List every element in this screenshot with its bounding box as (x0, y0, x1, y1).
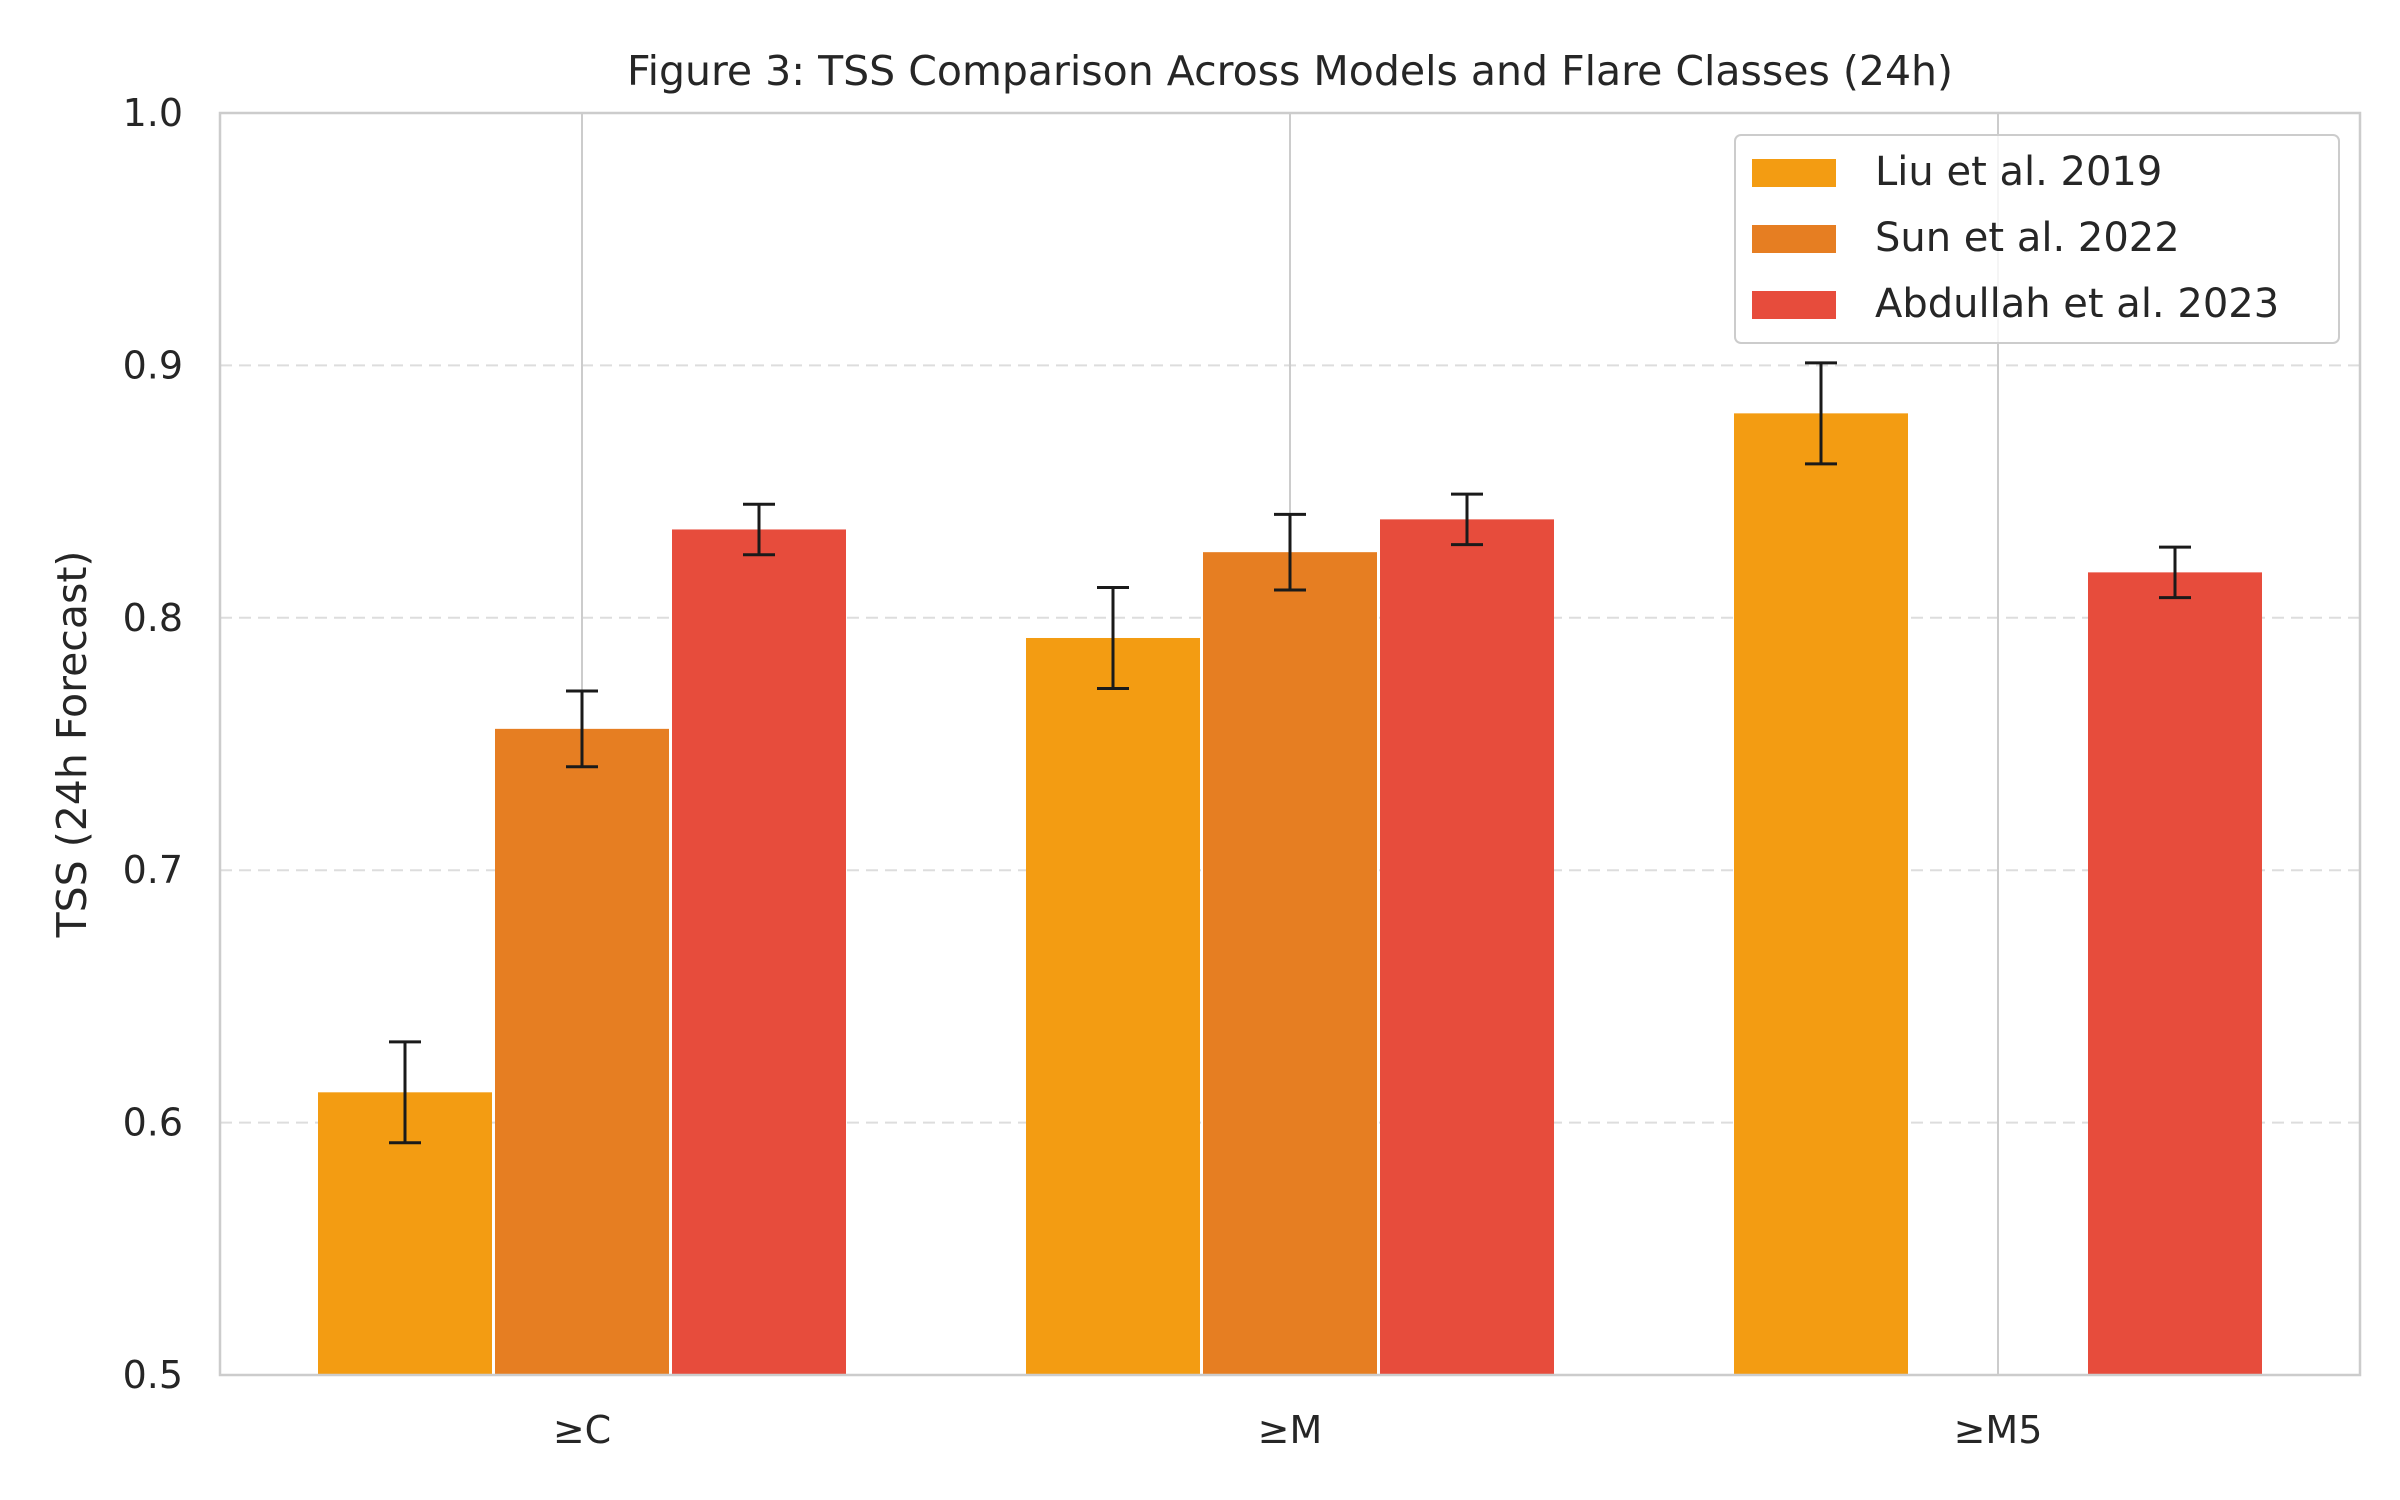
y-tick-label: 0.9 (123, 343, 183, 387)
legend-label: Liu et al. 2019 (1875, 149, 2162, 195)
legend-label: Sun et al. 2022 (1875, 215, 2180, 261)
bar (672, 529, 846, 1375)
plot-frame (218, 111, 2362, 1377)
bar (495, 728, 669, 1375)
bar (2088, 572, 2262, 1375)
x-tick-label: ≥M (1258, 1408, 1323, 1452)
y-tick-label: 0.7 (123, 848, 183, 892)
bar (1203, 552, 1377, 1375)
legend-swatch (1752, 291, 1836, 319)
legend-label: Abdullah et al. 2023 (1875, 281, 2279, 327)
bar (1026, 637, 1200, 1375)
y-tick-label: 0.6 (123, 1101, 183, 1145)
y-axis-label: TSS (24h Forecast) (48, 551, 96, 939)
bar (1734, 413, 1908, 1376)
legend: Liu et al. 2019 Sun et al. 2022 Abdullah e… (1734, 134, 2340, 344)
y-tick-label: 1.0 (123, 91, 183, 135)
bars-layer (318, 413, 2262, 1376)
x-tick-label: ≥C (553, 1408, 611, 1452)
legend-frame (1734, 134, 2340, 344)
y-tick-label: 0.5 (123, 1353, 183, 1397)
bar (1380, 519, 1554, 1375)
errors-layer (389, 361, 2191, 1145)
legend-items: Liu et al. 2019 Sun et al. 2022 Abdullah e… (1752, 149, 2279, 327)
x-tick-label: ≥M5 (1954, 1408, 2043, 1452)
y-tick-label: 0.8 (123, 596, 183, 640)
legend-swatch (1752, 225, 1836, 253)
x-tick-labels: ≥C ≥M ≥M5 (553, 1408, 2043, 1452)
y-tick-labels: 0.5 0.6 0.7 0.8 0.9 1.0 (123, 91, 183, 1397)
chart-title: Figure 3: TSS Comparison Across Models a… (627, 47, 1953, 95)
legend-swatch (1752, 159, 1836, 187)
